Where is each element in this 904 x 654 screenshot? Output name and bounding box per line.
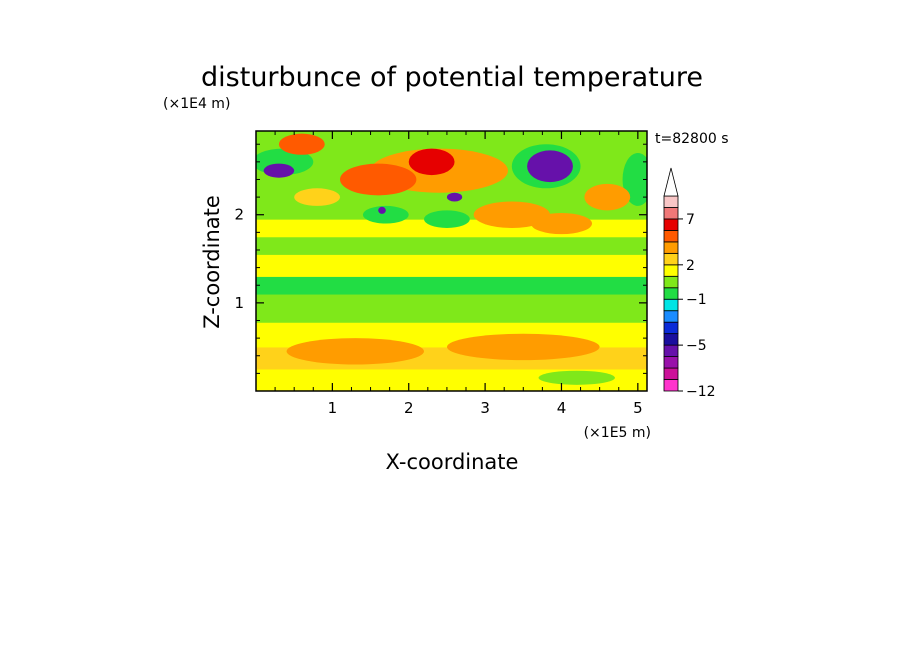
heatmap-band-6 (256, 254, 647, 277)
colorbar-segment-11 (663, 252, 679, 266)
heatmap-field (256, 131, 647, 391)
heatmap-anomaly-14 (286, 338, 425, 365)
heatmap-anomaly-16 (538, 370, 615, 385)
y-tick-label-0: 1 (234, 294, 244, 312)
colorbar-label-0: −12 (686, 384, 716, 400)
x-axis: 1 2 3 4 5 (274, 131, 643, 417)
heatmap-band-3 (256, 307, 647, 323)
x-unit-label: (×1E5 m) (584, 425, 651, 441)
heatmap-band-7 (256, 236, 647, 255)
y-tick-label-1: 2 (234, 206, 244, 224)
colorbar-segment-6 (663, 310, 679, 323)
colorbar-label-1: −5 (686, 338, 707, 354)
plot-frame (255, 130, 648, 392)
colorbar: −12−5−127 (663, 167, 716, 400)
colorbar-extend-arrow (663, 167, 679, 197)
colorbar-label-4: 7 (686, 212, 695, 228)
heatmap-anomaly-2 (408, 148, 455, 176)
y-axis: 12 (234, 143, 647, 374)
y-axis-label: Z-coordinate (200, 195, 224, 329)
heatmap-anomaly-15 (446, 333, 600, 361)
colorbar-segment-5 (663, 321, 679, 335)
time-label: t=82800 s (655, 131, 729, 147)
x-tick-label-1: 2 (404, 399, 414, 417)
colorbar-segment-2 (663, 356, 679, 369)
colorbar-segment-10 (663, 264, 679, 277)
x-tick-label-4: 5 (633, 399, 643, 417)
heatmap-band-5 (256, 276, 647, 295)
heatmap-band-4 (256, 294, 647, 308)
heatmap-anomaly-8 (473, 201, 551, 228)
colorbar-segment-14 (663, 218, 679, 231)
colorbar-segment-12 (663, 241, 679, 254)
colorbar-segment-16 (663, 195, 679, 208)
x-tick-label-2: 3 (480, 399, 490, 417)
colorbar-segment-1 (663, 367, 679, 380)
heatmap-anomaly-13 (446, 192, 463, 202)
heatmap-anomaly-7 (278, 133, 325, 155)
colorbar-segment-9 (663, 275, 679, 289)
colorbar-segment-13 (663, 230, 679, 243)
chart-title: disturbunce of potential temperature (201, 62, 703, 93)
heatmap-anomaly-18 (584, 183, 631, 211)
x-tick-label-0: 1 (328, 399, 338, 417)
colorbar-label-2: −1 (686, 292, 707, 308)
x-tick-label-3: 4 (557, 399, 567, 417)
heatmap-anomaly-9 (530, 212, 593, 235)
colorbar-segment-3 (663, 344, 679, 357)
y-unit-label: (×1E4 m) (163, 96, 230, 112)
heatmap-anomaly-10 (362, 205, 409, 224)
x-axis-label: X-coordinate (386, 450, 519, 474)
heatmap-anomaly-4 (527, 150, 573, 183)
heatmap-anomaly-1 (340, 163, 417, 196)
colorbar-segment-8 (663, 287, 679, 300)
colorbar-segment-0 (663, 379, 679, 392)
colorbar-label-3: 2 (686, 258, 695, 274)
heatmap-anomaly-6 (263, 163, 295, 178)
colorbar-segment-4 (663, 333, 679, 346)
colorbar-segment-15 (663, 207, 679, 220)
heatmap-anomaly-12 (378, 206, 386, 214)
colorbar-segment-7 (663, 298, 679, 312)
heatmap-anomaly-19 (294, 188, 341, 206)
heatmap-anomaly-11 (424, 210, 470, 228)
